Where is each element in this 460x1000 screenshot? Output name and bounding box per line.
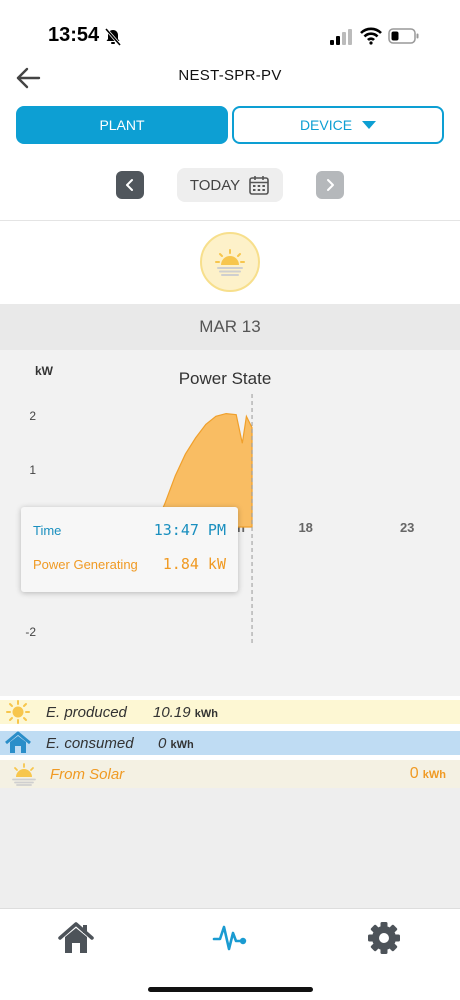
- signal-icon: [330, 29, 352, 45]
- tab-device-dropdown[interactable]: DEVICE: [232, 106, 444, 144]
- x-tick-label: 23: [400, 520, 414, 535]
- power-series-area: [154, 412, 253, 528]
- battery-icon: [388, 28, 419, 44]
- house-icon: [5, 731, 31, 753]
- energy-produced-value-group: 10.19 kWh: [153, 704, 218, 721]
- energy-produced-value: 10.19: [153, 703, 191, 721]
- date-picker-label: TODAY: [189, 176, 241, 194]
- energy-consumed-value-group: 0 kWh: [158, 735, 194, 752]
- energy-produced-unit: kWh: [194, 707, 218, 720]
- tab-device-label: DEVICE: [299, 117, 353, 133]
- content-background: [0, 788, 460, 908]
- tab-plant[interactable]: PLANT: [16, 106, 228, 144]
- bottom-nav: [0, 908, 460, 1000]
- power-chart-svg: kW Power State 21-2 1823n: [25, 364, 414, 646]
- tooltip-time-label: Time: [33, 523, 62, 538]
- energy-consumed-value: 0: [158, 734, 167, 752]
- bell-slash-icon: [104, 28, 122, 46]
- pulse-icon[interactable]: [212, 921, 248, 955]
- date-picker-button[interactable]: TODAY: [177, 168, 283, 202]
- tab-plant-label: PLANT: [99, 117, 145, 133]
- energy-consumed-label: E. consumed: [46, 734, 134, 752]
- energy-solar-value-group: 0 kWh: [410, 765, 446, 783]
- wifi-icon: [360, 27, 382, 45]
- chevron-left-icon: [126, 179, 133, 191]
- nav-header: NEST-SPR-PV: [0, 56, 460, 100]
- home-icon[interactable]: [58, 921, 94, 955]
- previous-day-button[interactable]: [116, 171, 144, 199]
- divider: [0, 220, 460, 221]
- date-strip: MAR 13: [0, 304, 460, 350]
- y-tick-label: 2: [29, 409, 36, 423]
- sunrise-icon: [215, 249, 245, 276]
- caret-down-icon: [362, 121, 377, 129]
- energy-consumed-row: E. consumed 0 kWh: [0, 731, 460, 755]
- y-tick-label: -2: [25, 625, 36, 639]
- chart-tooltip: Time 13:47 PM Power Generating 1.84 kW: [21, 507, 238, 592]
- sun-icon: [6, 700, 30, 724]
- sunrise-icon: [12, 763, 36, 786]
- page-title: NEST-SPR-PV: [178, 67, 282, 84]
- energy-solar-label: From Solar: [50, 765, 125, 783]
- next-day-button[interactable]: [316, 171, 344, 199]
- date-strip-label: MAR 13: [199, 317, 261, 336]
- calendar-icon: [249, 176, 269, 195]
- energy-solar-row: From Solar 0 kWh: [0, 760, 460, 788]
- chart-title: Power State: [179, 369, 272, 388]
- status-time: 13:54: [48, 24, 100, 46]
- tooltip-time-value: 13:47 PM: [153, 521, 226, 539]
- energy-solar-value: 0: [409, 765, 419, 782]
- back-arrow-icon[interactable]: [14, 64, 42, 92]
- status-bar: 13:54: [0, 0, 460, 60]
- energy-produced-row: E. produced 10.19 kWh: [0, 700, 460, 724]
- tooltip-power-label: Power Generating: [33, 557, 138, 572]
- y-tick-label: 1: [29, 463, 36, 477]
- tooltip-power-value: 1.84 kW: [162, 555, 226, 573]
- home-indicator: [148, 987, 313, 992]
- weather-badge: [200, 232, 260, 292]
- date-nav: TODAY: [0, 168, 460, 202]
- x-tick-label: 18: [298, 520, 312, 535]
- tab-row: PLANT DEVICE: [16, 106, 444, 146]
- chevron-right-icon: [327, 179, 334, 191]
- gear-icon[interactable]: [366, 921, 402, 955]
- energy-solar-unit: kWh: [422, 769, 446, 781]
- energy-consumed-unit: kWh: [170, 738, 194, 751]
- energy-produced-label: E. produced: [46, 703, 127, 721]
- chart-ylabel: kW: [35, 364, 54, 378]
